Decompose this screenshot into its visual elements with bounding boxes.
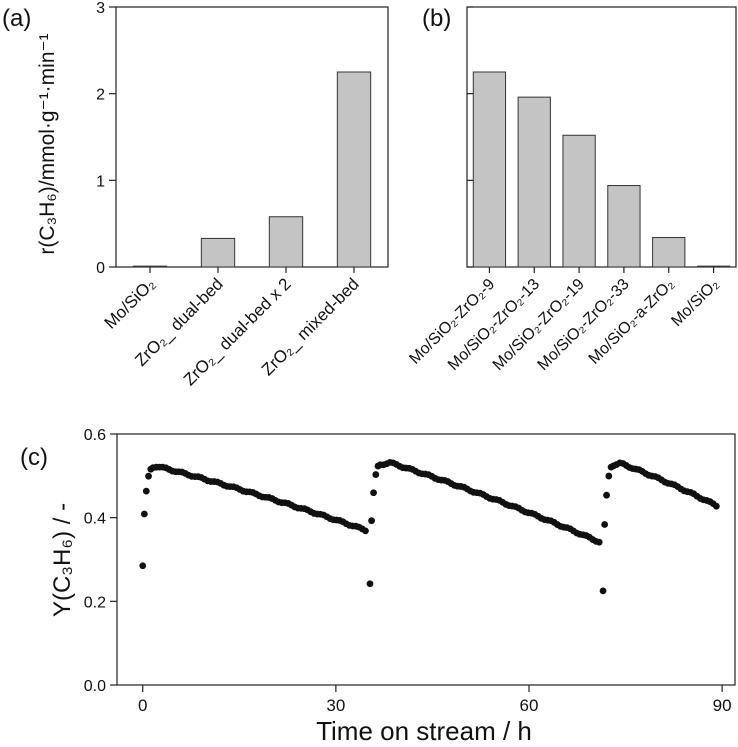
c-data-point bbox=[142, 487, 150, 495]
b-bar bbox=[696, 265, 731, 268]
c-data-point bbox=[595, 538, 603, 546]
panel-c-frame bbox=[116, 433, 736, 686]
b-bar bbox=[472, 71, 507, 268]
c-data-point bbox=[603, 491, 610, 499]
panel-c-y-axis-label: Y(C₃H₆) / - bbox=[49, 503, 76, 617]
panel-c-x-axis-label: Time on stream / h bbox=[316, 716, 532, 746]
c-y-tick-label: 0.0 bbox=[84, 678, 106, 695]
c-x-tick-label: 60 bbox=[520, 696, 539, 715]
a-y-tick-label: 2 bbox=[96, 87, 105, 104]
a-bar bbox=[132, 265, 168, 268]
panel-a-y-axis-label: r(C₃H₆)/mmol·g⁻¹·min⁻¹ bbox=[36, 33, 59, 254]
c-y-tick-label: 0.4 bbox=[84, 511, 106, 528]
c-data-point bbox=[601, 521, 609, 528]
a-bar bbox=[336, 71, 372, 268]
panel-c-scatter-chart: (c) Y(C₃H₆) / - Time on stream / h 0.0 0.… bbox=[20, 427, 736, 746]
c-data-point bbox=[140, 510, 148, 518]
c-x-tick-label: 90 bbox=[713, 696, 732, 715]
c-data-point bbox=[366, 580, 374, 588]
c-y-tick-label: 0.6 bbox=[84, 427, 106, 444]
panel-c-label: (c) bbox=[20, 444, 48, 471]
c-data-point bbox=[605, 472, 613, 480]
a-y-tick-label: 3 bbox=[96, 0, 105, 17]
c-data-point bbox=[370, 489, 377, 497]
panel-a-frame bbox=[115, 6, 389, 268]
a-y-tick-label: 1 bbox=[96, 173, 105, 190]
panel-b-label: (b) bbox=[422, 5, 451, 32]
a-y-tick-label: 0 bbox=[96, 260, 105, 277]
c-data-point bbox=[368, 517, 376, 525]
c-data-point bbox=[599, 587, 607, 595]
c-data-point bbox=[139, 562, 147, 570]
c-y-tick-label: 0.2 bbox=[84, 594, 106, 611]
b-x-tick-label: Mo/SiO₂ bbox=[668, 276, 722, 330]
c-x-tick-label: 30 bbox=[326, 696, 345, 715]
a-bar bbox=[200, 237, 236, 268]
c-data-point bbox=[145, 472, 152, 480]
c-x-tick-label: 0 bbox=[138, 696, 147, 715]
b-bar bbox=[562, 134, 596, 268]
panel-a-label: (a) bbox=[2, 5, 31, 32]
b-x-tick-label: Mo/SiO₂-a-ZrO₂ bbox=[586, 276, 678, 368]
panel-b-frame bbox=[466, 6, 737, 268]
c-data-point bbox=[362, 527, 369, 535]
a-x-tick-label: Mo/SiO₂ bbox=[101, 274, 159, 332]
a-bar bbox=[268, 216, 304, 268]
c-data-point bbox=[712, 502, 720, 510]
panel-b-bar-chart: (b) Mo/SiO₂-ZrO₂-9Mo/SiO₂-ZrO₂-13Mo/SiO₂… bbox=[406, 5, 737, 374]
c-data-point bbox=[372, 471, 380, 478]
b-bar bbox=[517, 96, 551, 268]
b-bar bbox=[607, 185, 641, 268]
b-bar bbox=[652, 237, 686, 268]
